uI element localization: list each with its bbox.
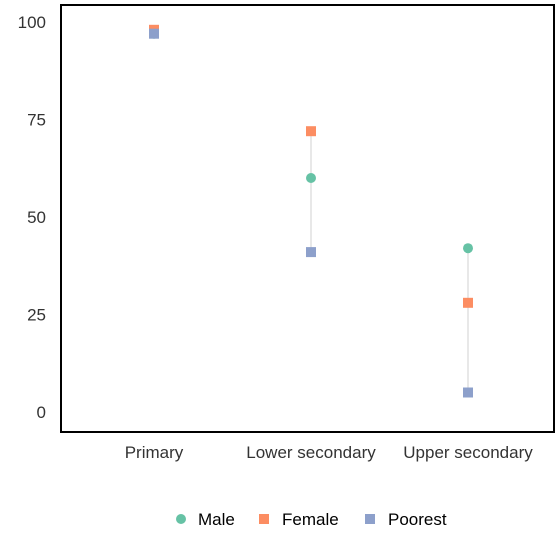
y-tick-label: 50 bbox=[27, 208, 46, 227]
y-tick-label: 0 bbox=[37, 403, 46, 422]
x-axis: Primary Lower secondary Upper secondary bbox=[125, 443, 534, 462]
male-point bbox=[306, 173, 316, 183]
y-tick-label: 100 bbox=[18, 13, 46, 32]
legend-label-male: Male bbox=[198, 510, 235, 529]
legend-label-female: Female bbox=[282, 510, 339, 529]
legend: Male Female Poorest bbox=[176, 510, 447, 529]
legend-marker-female bbox=[259, 514, 269, 524]
y-axis: 0 25 50 75 100 bbox=[18, 13, 46, 422]
poorest-point bbox=[463, 387, 473, 398]
poorest-point bbox=[149, 28, 159, 39]
y-tick-label: 25 bbox=[27, 306, 46, 325]
range-connectors bbox=[153, 29, 469, 393]
legend-marker-male bbox=[176, 514, 186, 524]
data-points bbox=[149, 24, 473, 398]
y-tick-label: 75 bbox=[27, 111, 46, 130]
female-point bbox=[306, 126, 316, 137]
male-point bbox=[463, 243, 473, 254]
x-category-label: Lower secondary bbox=[246, 443, 376, 462]
legend-marker-poorest bbox=[365, 514, 375, 524]
x-category-label: Primary bbox=[125, 443, 184, 462]
plot-frame bbox=[60, 4, 555, 433]
female-point bbox=[463, 297, 473, 308]
x-category-label: Upper secondary bbox=[403, 443, 533, 462]
legend-label-poorest: Poorest bbox=[388, 510, 447, 529]
poorest-point bbox=[306, 247, 316, 258]
